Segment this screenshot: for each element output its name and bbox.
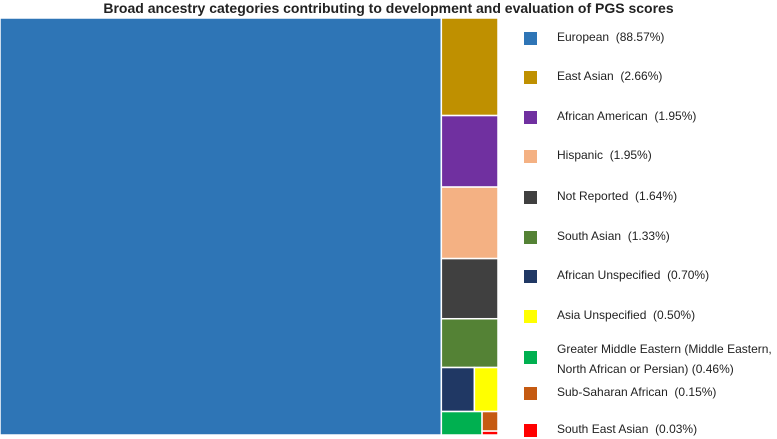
legend-swatch-european <box>524 32 537 45</box>
treemap-tile-asia-unspecified <box>473 366 499 413</box>
legend-swatch-south-east-asian <box>524 424 537 437</box>
legend-percent: (0.46%) <box>691 362 734 376</box>
legend-percent: (1.33%) <box>627 229 670 243</box>
legend-label: East Asian (2.66%) <box>557 69 663 83</box>
treemap-tile-not-reported <box>440 257 499 320</box>
legend-percent: (0.15%) <box>674 385 717 399</box>
treemap-tile-greater-middle-eastern <box>440 410 483 436</box>
treemap-tile-south-east-asian <box>481 430 499 436</box>
legend-swatch-african-american <box>524 111 537 124</box>
treemap-tile-east-asian <box>440 17 499 117</box>
legend-percent: (1.64%) <box>635 189 678 203</box>
legend-label: Not Reported (1.64%) <box>557 189 678 203</box>
legend-swatch-sub-saharan-african <box>524 387 537 400</box>
treemap-tile-european <box>0 17 443 436</box>
legend-label: Greater Middle Eastern (Middle Eastern, N… <box>557 339 772 379</box>
legend-percent: (0.03%) <box>655 422 698 436</box>
legend-label: Hispanic (1.95%) <box>557 148 652 162</box>
legend-label-line1: Greater Middle Eastern (Middle Eastern, <box>557 342 772 356</box>
legend-percent: (2.66%) <box>620 69 663 83</box>
treemap-tile-hispanic <box>440 186 499 260</box>
treemap-tile-african-american <box>440 114 499 188</box>
legend-swatch-not-reported <box>524 191 537 204</box>
legend-swatch-african-unspecified <box>524 270 537 283</box>
treemap-tile-sub-saharan-african <box>481 410 499 432</box>
legend-label: Asia Unspecified (0.50%) <box>557 308 696 322</box>
legend-percent: (88.57%) <box>615 30 665 44</box>
legend-percent: (1.95%) <box>654 109 697 123</box>
legend-label: African Unspecified (0.70%) <box>557 268 710 282</box>
legend-swatch-east-asian <box>524 71 537 84</box>
legend-percent: (0.70%) <box>667 268 710 282</box>
legend-label: African American (1.95%) <box>557 109 697 123</box>
treemap-tile-south-asian <box>440 317 499 369</box>
chart-title: Broad ancestry categories contributing t… <box>103 0 674 16</box>
legend-label: South Asian (1.33%) <box>557 229 670 243</box>
treemap-tile-african-unspecified <box>440 366 476 413</box>
legend-percent: (0.50%) <box>653 308 696 322</box>
legend-label: European (88.57%) <box>557 30 665 44</box>
legend-swatch-greater-middle-eastern <box>524 351 537 364</box>
legend-label: Sub-Saharan African (0.15%) <box>557 385 717 399</box>
legend-swatch-south-asian <box>524 231 537 244</box>
legend-label-line2: North African or Persian) (0.46%) <box>557 362 734 376</box>
legend-swatch-hispanic <box>524 150 537 163</box>
treemap <box>0 17 499 436</box>
legend-percent: (1.95%) <box>609 148 652 162</box>
legend-swatch-asia-unspecified <box>524 310 537 323</box>
legend-label: South East Asian (0.03%) <box>557 422 698 436</box>
